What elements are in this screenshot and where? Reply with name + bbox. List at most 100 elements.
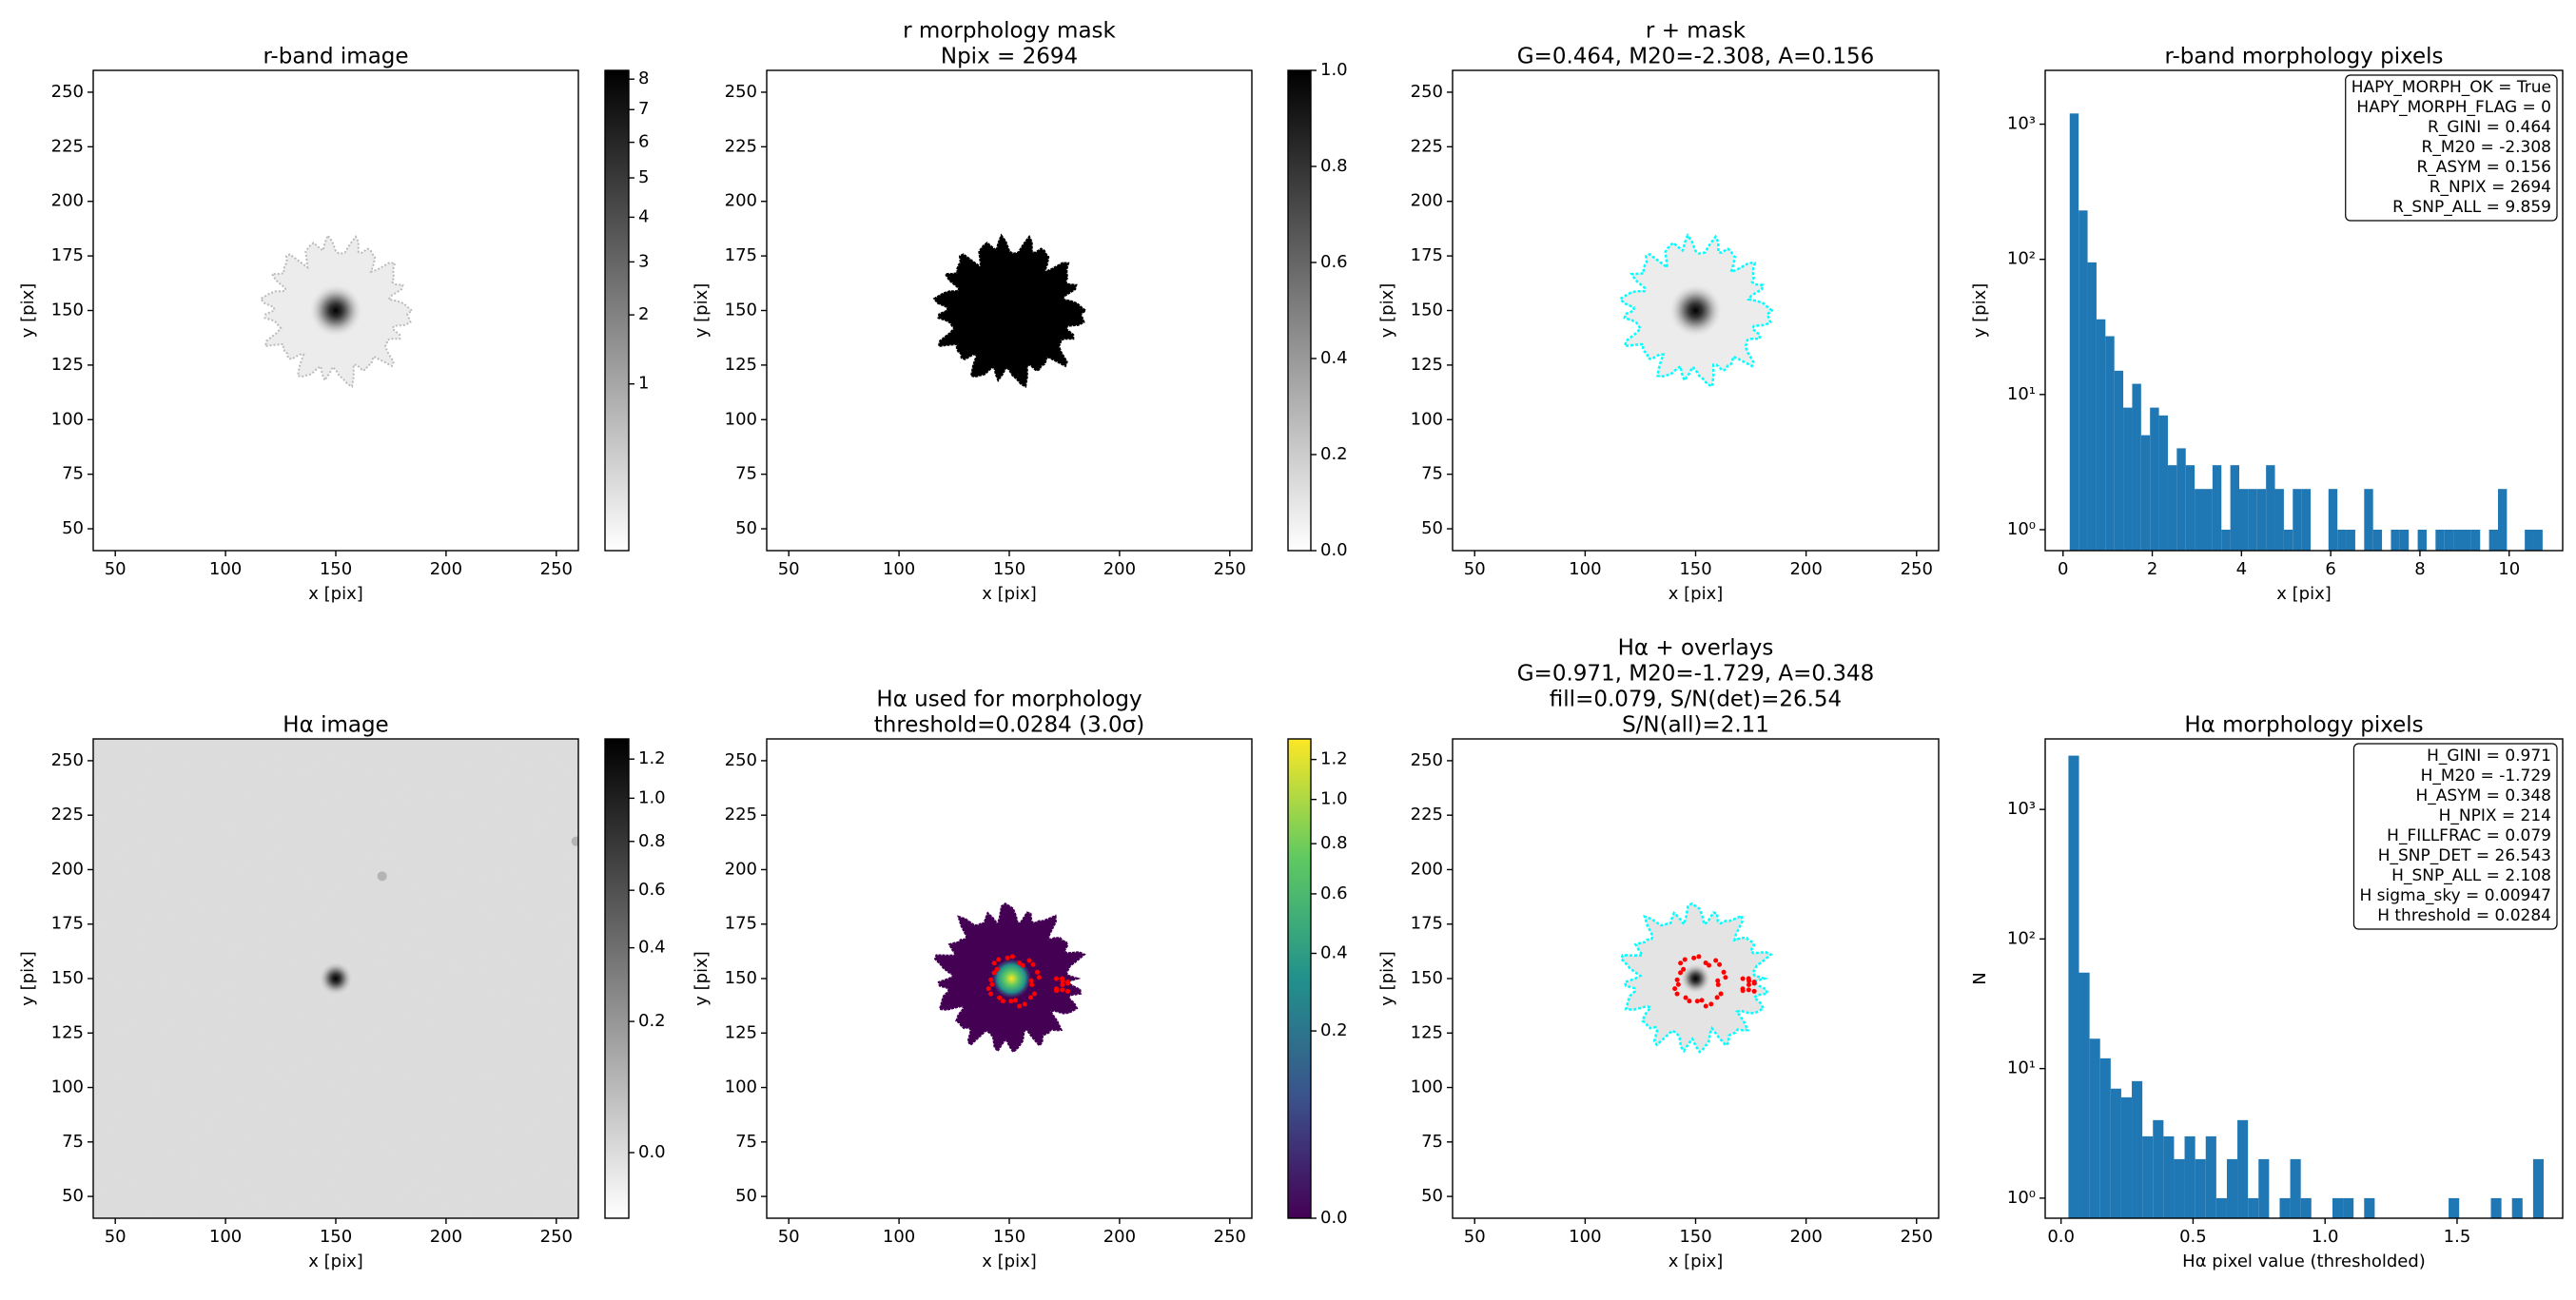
bar xyxy=(2089,1038,2100,1218)
bar xyxy=(2069,113,2079,551)
bar xyxy=(2364,1197,2375,1218)
colorbar-tick-label: 0.6 xyxy=(1320,252,1348,272)
plot-area xyxy=(2069,113,2543,551)
y-tick-label: 50 xyxy=(1421,1186,1443,1206)
x-tick-label: 2 xyxy=(2147,559,2157,579)
overlay-dot xyxy=(1029,981,1035,987)
overlay-dot xyxy=(1708,1001,1714,1007)
y-tick-label: 175 xyxy=(725,914,757,934)
bar xyxy=(2343,1197,2354,1218)
bar xyxy=(2203,489,2213,551)
colorbar xyxy=(604,738,630,1219)
bar xyxy=(2488,529,2498,551)
bar xyxy=(2391,529,2400,551)
x-tick-label: 100 xyxy=(1569,1227,1601,1247)
y-tick-label: 100 xyxy=(1411,1077,1443,1097)
y-tick-label: 75 xyxy=(62,1132,84,1152)
bar xyxy=(2195,489,2204,551)
overlay-dot xyxy=(1053,986,1059,992)
bar xyxy=(2185,465,2195,551)
bar xyxy=(2167,465,2177,551)
source-core xyxy=(318,960,354,997)
bar xyxy=(2163,1135,2175,1218)
bar xyxy=(2248,1197,2259,1218)
bar xyxy=(2462,529,2471,551)
source-core xyxy=(991,959,1032,999)
panel-title: r morphology mask xyxy=(903,19,1116,44)
overlay-dot xyxy=(1017,960,1023,965)
annotation-box xyxy=(2345,74,2558,222)
y-axis-label: y [pix] xyxy=(18,283,38,339)
overlay-dot xyxy=(1747,978,1752,983)
y-tick-label: 125 xyxy=(1411,1022,1443,1042)
bar xyxy=(2290,1158,2301,1218)
colorbar-tick-label: 7 xyxy=(638,99,649,119)
overlay-dot xyxy=(1681,966,1687,972)
overlay-dot xyxy=(1022,1001,1027,1007)
bar xyxy=(2239,489,2249,551)
y-tick-label: 100 xyxy=(1411,409,1443,429)
bar xyxy=(2337,529,2347,551)
x-tick-label: 250 xyxy=(1214,559,1246,579)
x-tick-label: 50 xyxy=(778,559,800,579)
x-tick-label: 50 xyxy=(105,1227,127,1247)
y-axis-label: y [pix] xyxy=(1970,283,1990,339)
overlay-dot xyxy=(1005,955,1010,960)
bar xyxy=(2490,1197,2502,1218)
panel-title: Hα morphology pixels xyxy=(2184,713,2423,738)
bar xyxy=(2533,529,2543,551)
bar xyxy=(2301,489,2312,551)
x-tick-label: 0.5 xyxy=(2179,1227,2207,1247)
x-tick-label: 100 xyxy=(883,559,915,579)
plot-area xyxy=(1619,902,1773,1054)
overlay-dot xyxy=(1715,981,1721,987)
x-tick-label: 200 xyxy=(1103,1227,1136,1247)
bar xyxy=(2364,489,2373,551)
y-tick-label: 200 xyxy=(725,191,757,211)
source-core xyxy=(1680,962,1711,995)
annotation-line: H_GINI = 0.971 xyxy=(2427,747,2551,766)
y-tick-label: 50 xyxy=(735,518,757,538)
y-tick-label: 100 xyxy=(51,409,84,429)
bar xyxy=(2068,755,2079,1218)
bar xyxy=(2248,489,2257,551)
colorbar-tick-label: 0.6 xyxy=(638,880,666,900)
panel-title: threshold=0.0284 (3.0σ) xyxy=(874,713,1144,738)
overlay-dot xyxy=(1009,954,1015,960)
x-tick-label: 200 xyxy=(430,559,462,579)
bar xyxy=(2110,1088,2121,1218)
y-tick-label: 50 xyxy=(735,1186,757,1206)
bar xyxy=(2525,529,2534,551)
panel-title: Hα + overlays xyxy=(1618,636,1774,661)
bar xyxy=(2096,319,2106,551)
annotation-line: H_ASYM = 0.348 xyxy=(2416,786,2551,805)
plot-area xyxy=(1618,233,1774,389)
y-tick-label: 200 xyxy=(51,191,84,211)
overlay-dot xyxy=(1020,962,1025,968)
panel-title: r-band image xyxy=(263,45,408,69)
panel-title: r + mask xyxy=(1646,19,1747,44)
x-axis-label: x [pix] xyxy=(308,584,363,604)
annotation-line: H_FILLFRAC = 0.079 xyxy=(2387,826,2551,845)
y-tick-label: 75 xyxy=(735,1132,757,1152)
bar xyxy=(2279,1197,2291,1218)
overlay-dot xyxy=(1060,982,1065,988)
bar xyxy=(2444,529,2454,551)
x-tick-label: 50 xyxy=(105,559,127,579)
y-tick-label: 10³ xyxy=(2007,114,2036,134)
y-tick-label: 150 xyxy=(725,301,757,320)
bar xyxy=(2158,415,2168,551)
overlay-dot xyxy=(1028,978,1034,983)
bar xyxy=(2114,370,2124,551)
overlay-dot xyxy=(1746,987,1751,993)
overlay-dot xyxy=(1026,958,1032,963)
annotation-line: R_M20 = -2.308 xyxy=(2422,138,2551,157)
overlay-dot xyxy=(988,991,994,997)
bar xyxy=(2221,529,2231,551)
colorbar-tick-label: 6 xyxy=(638,132,649,152)
y-tick-label: 175 xyxy=(1411,914,1443,934)
annotation-line: R_ASYM = 0.156 xyxy=(2416,158,2551,177)
